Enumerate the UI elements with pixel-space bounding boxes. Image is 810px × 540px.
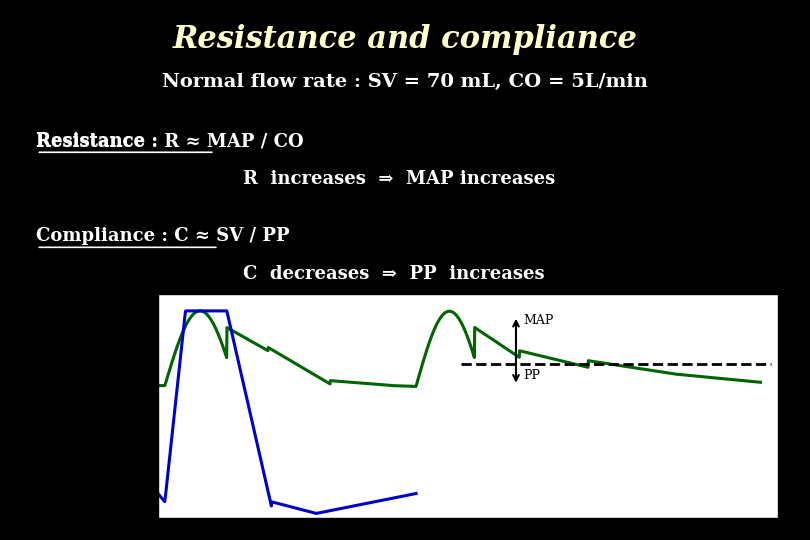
Text: Resistance : R ≈ MAP / CO: Resistance : R ≈ MAP / CO <box>36 132 304 150</box>
Text: R  increases  ⇒  MAP increases: R increases ⇒ MAP increases <box>243 170 555 188</box>
Text: Resistance :: Resistance : <box>36 132 159 150</box>
Text: Resistance and compliance: Resistance and compliance <box>173 24 637 55</box>
Text: C  decreases  ⇒  PP  increases: C decreases ⇒ PP increases <box>243 265 544 282</box>
Text: Normal flow rate : SV = 70 mL, CO = 5L/min: Normal flow rate : SV = 70 mL, CO = 5L/m… <box>162 73 648 91</box>
Text: PP: PP <box>523 369 539 382</box>
Text: Compliance : C ≈ SV / PP: Compliance : C ≈ SV / PP <box>36 227 290 245</box>
Text: MAP: MAP <box>523 314 553 327</box>
Y-axis label: mmHg: mmHg <box>106 383 120 430</box>
